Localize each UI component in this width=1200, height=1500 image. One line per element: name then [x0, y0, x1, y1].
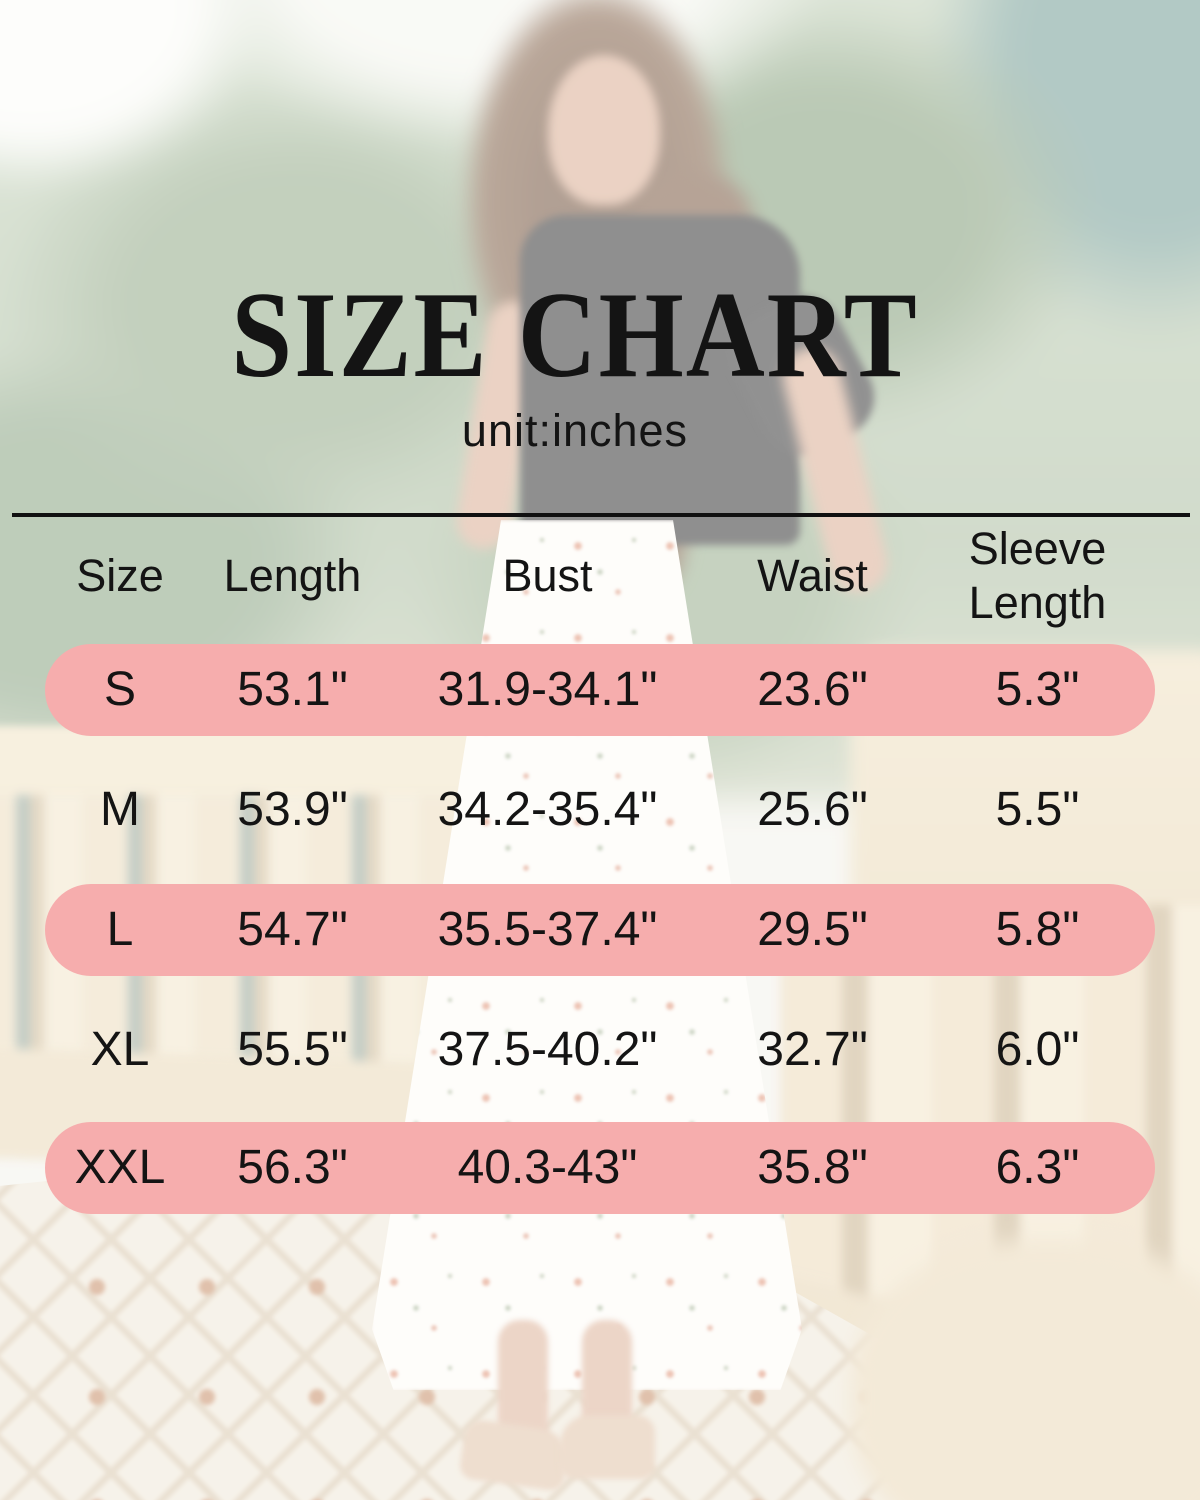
column-header-size: Size — [76, 550, 164, 601]
cell-waist: 29.5" — [757, 902, 868, 956]
cell-bust: 37.5-40.2" — [437, 1022, 658, 1076]
stone-blob-right — [850, 1240, 1200, 1500]
cell-length: 55.5" — [237, 1022, 348, 1076]
cell-size: M — [100, 782, 140, 836]
header-divider-line — [12, 513, 1190, 517]
column-header-waist: Waist — [757, 550, 868, 601]
column-header-sleeve-length: Sleeve Length — [968, 523, 1107, 628]
table-row-s: S 53.1" 31.9-34.1" 23.6" 5.3" — [45, 644, 1155, 736]
cell-size: L — [106, 902, 134, 956]
cell-size: XL — [90, 1022, 150, 1076]
cell-length: 54.7" — [237, 902, 348, 956]
cell-length: 53.1" — [237, 662, 348, 716]
cell-sleeve: 5.5" — [995, 782, 1080, 836]
cell-bust: 35.5-37.4" — [437, 902, 658, 956]
cell-waist: 25.6" — [757, 782, 868, 836]
cell-length: 56.3" — [237, 1140, 348, 1194]
table-header-row: Size Length Bust Waist Sleeve Length — [45, 520, 1155, 632]
cell-length: 53.9" — [237, 782, 348, 836]
cell-sleeve: 5.8" — [995, 902, 1080, 956]
table-row-xxl: XXL 56.3" 40.3-43" 35.8" 6.3" — [45, 1122, 1155, 1214]
page-title: SIZE CHART — [231, 265, 919, 404]
cell-waist: 23.6" — [757, 662, 868, 716]
cell-waist: 32.7" — [757, 1022, 868, 1076]
model-face — [548, 55, 660, 205]
cell-bust: 34.2-35.4" — [437, 782, 658, 836]
cell-size: XXL — [74, 1140, 166, 1194]
cell-size: S — [103, 662, 136, 716]
cell-waist: 35.8" — [757, 1140, 868, 1194]
cell-bust: 40.3-43" — [457, 1140, 638, 1194]
column-header-length: Length — [223, 550, 362, 601]
column-header-bust: Bust — [502, 550, 593, 601]
table-row-xl: XL 55.5" 37.5-40.2" 32.7" 6.0" — [45, 1004, 1155, 1096]
unit-note: unit:inches — [461, 405, 689, 456]
cell-bust: 31.9-34.1" — [437, 662, 658, 716]
cell-sleeve: 5.3" — [995, 662, 1080, 716]
cell-sleeve: 6.0" — [995, 1022, 1080, 1076]
table-row-l: L 54.7" 35.5-37.4" 29.5" 5.8" — [45, 884, 1155, 976]
model-right-shoe — [560, 1415, 655, 1479]
cell-sleeve: 6.3" — [995, 1140, 1080, 1194]
table-row-m: M 53.9" 34.2-35.4" 25.6" 5.5" — [45, 764, 1155, 856]
